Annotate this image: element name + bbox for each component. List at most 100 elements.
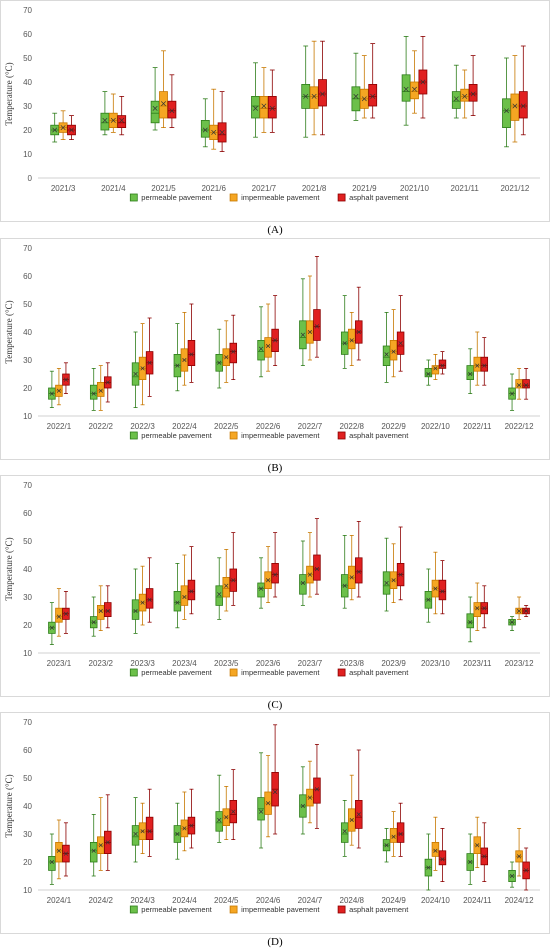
iqr-box (389, 828, 398, 843)
mean-marker (440, 589, 445, 594)
y-tick-label: 70 (23, 244, 32, 253)
mean-marker (272, 338, 278, 343)
mean-marker (349, 338, 354, 343)
box-impermeable (348, 535, 356, 601)
box-permeable (257, 752, 265, 849)
x-tick-label: 2024/3 (130, 896, 155, 905)
mean-marker (133, 608, 138, 614)
box-asphalt (229, 314, 238, 381)
chart-d: 10 20 30 40 50 60 70 Temperature (°C) 2024/1 2024… (0, 712, 550, 934)
x-tick-label: 2023/1 (47, 659, 72, 668)
box-asphalt (104, 794, 112, 871)
iqr-box (271, 563, 279, 584)
box-permeable (215, 774, 223, 843)
box-permeable (508, 616, 516, 632)
box-asphalt (145, 788, 154, 857)
x-tick-label: 2024/1 (47, 896, 72, 905)
mean-marker (311, 93, 317, 99)
mean-marker (98, 388, 103, 393)
box-impermeable (473, 331, 481, 386)
box-impermeable (108, 93, 118, 133)
mean-marker (211, 129, 217, 135)
x-tick-label: 2022/10 (421, 422, 450, 431)
mean-marker (56, 614, 62, 619)
iqr-box (48, 855, 56, 871)
x-tick-label: 2023/9 (381, 659, 406, 668)
x-tick-label: 2023/2 (89, 659, 114, 668)
mean-marker (91, 848, 96, 853)
mean-marker (182, 357, 187, 363)
mean-marker (182, 594, 187, 600)
iqr-box (159, 91, 168, 119)
y-tick-label: 40 (23, 802, 32, 811)
iqr-box (299, 574, 307, 595)
box-impermeable (389, 309, 398, 378)
box-impermeable (306, 760, 314, 824)
box-permeable (502, 57, 511, 148)
legend-swatch (129, 431, 138, 440)
y-tick-label: 30 (23, 102, 32, 111)
x-tick-label: 2023/10 (421, 659, 450, 668)
box-impermeable (55, 367, 63, 406)
iqr-box (431, 365, 440, 375)
box-impermeable (55, 819, 63, 880)
iqr-box (215, 585, 223, 606)
mean-marker (224, 583, 229, 588)
box-asphalt (355, 521, 363, 598)
mean-marker (224, 815, 229, 820)
mean-marker (303, 93, 309, 99)
mean-marker (133, 831, 138, 837)
mean-marker (189, 352, 194, 357)
box-impermeable (473, 582, 481, 632)
mean-marker (182, 826, 187, 831)
mean-marker (175, 363, 180, 368)
legend-label: impermeable pavement (241, 431, 320, 440)
mean-marker (512, 103, 518, 109)
mean-marker (91, 620, 96, 625)
x-tick-label: 2024/4 (172, 896, 197, 905)
mean-marker (516, 854, 522, 859)
iqr-box (510, 93, 520, 121)
iqr-box (267, 96, 277, 119)
box-asphalt (418, 36, 428, 119)
box-impermeable (58, 110, 68, 141)
iqr-box (145, 588, 154, 609)
mean-marker (189, 823, 194, 828)
box-impermeable (306, 532, 314, 598)
mean-marker (314, 787, 320, 792)
legend-label: permeable pavement (141, 668, 212, 677)
y-tick-label: 50 (23, 537, 32, 546)
box-permeable (48, 833, 56, 885)
box-asphalt (62, 822, 70, 877)
box-permeable (299, 540, 307, 606)
legend-label: asphalt pavement (349, 193, 409, 202)
y-tick-label: 60 (23, 746, 32, 755)
legend-label: impermeable pavement (241, 668, 320, 677)
mean-marker (391, 349, 396, 354)
iqr-box (187, 340, 196, 367)
panel-a: 0 10 20 30 40 50 60 70 Temperature (°C) 2021/3 202… (0, 0, 550, 237)
mean-marker (147, 829, 152, 834)
mean-marker (504, 108, 509, 114)
box-impermeable (348, 774, 356, 846)
iqr-box (100, 112, 110, 131)
box-asphalt (522, 604, 530, 618)
x-tick-label: 2024/2 (89, 896, 114, 905)
legend-item-impermeable: impermeable pavement (229, 668, 320, 677)
box-asphalt (187, 546, 196, 615)
legend-label: asphalt pavement (349, 905, 409, 914)
mean-marker (91, 391, 96, 396)
x-tick-label: 2024/9 (381, 896, 406, 905)
box-impermeable (431, 354, 440, 381)
legend-label: permeable pavement (141, 431, 212, 440)
iqr-box (89, 841, 98, 863)
x-tick-label: 2022/11 (463, 422, 492, 431)
box-impermeable (264, 755, 272, 838)
mean-marker (265, 801, 271, 806)
x-tick-label: 2024/8 (340, 896, 365, 905)
mean-marker (258, 586, 264, 591)
box-asphalt (313, 255, 321, 358)
legend-label: impermeable pavement (241, 905, 320, 914)
box-permeable (508, 373, 516, 411)
box-asphalt (522, 847, 530, 891)
